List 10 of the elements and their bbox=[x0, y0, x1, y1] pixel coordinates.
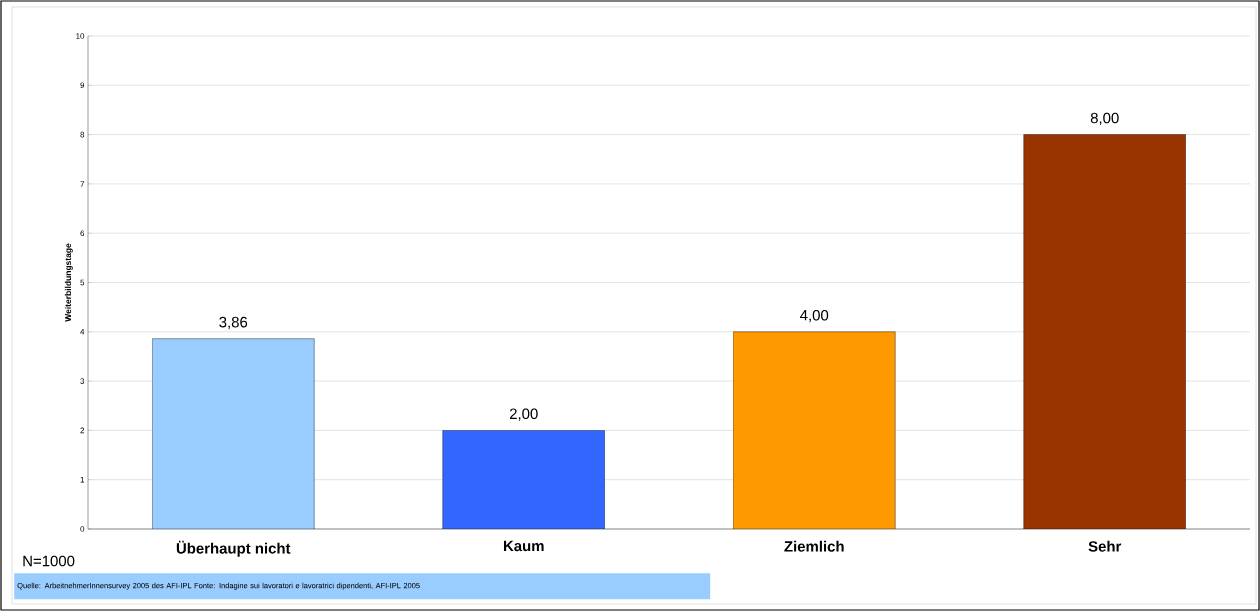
y-axis-title: Weiterbildungstage bbox=[64, 243, 73, 322]
data-label: 4,00 bbox=[800, 309, 829, 323]
x-tick-label: Ziemlich bbox=[784, 540, 844, 552]
x-tick-label: Kaum bbox=[503, 540, 544, 552]
data-label: 3,86 bbox=[219, 316, 248, 330]
text: N=1000 bbox=[23, 555, 75, 567]
x-tick-label: Sehr bbox=[1088, 540, 1122, 552]
data-label: 8,00 bbox=[1090, 112, 1119, 126]
data-label: 2,00 bbox=[509, 408, 538, 421]
x-tick-label: Überhaupt nicht bbox=[176, 540, 291, 557]
